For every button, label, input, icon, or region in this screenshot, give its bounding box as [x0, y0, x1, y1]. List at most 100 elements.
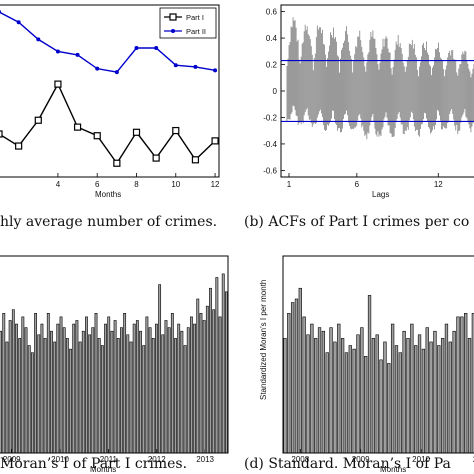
panel-bar	[174, 338, 177, 454]
panel-d-xlabel: Months	[380, 465, 406, 474]
panel-bar	[164, 320, 168, 454]
panel-bar	[167, 327, 171, 454]
panel-bar	[429, 341, 433, 454]
panel-bar	[180, 330, 184, 454]
panel-a-point-part-ii	[55, 49, 60, 54]
panel-bar	[364, 355, 368, 454]
panel-bar	[467, 338, 472, 454]
panel-bar	[283, 338, 287, 454]
panel-b-ytick-label: -0.2	[263, 113, 277, 122]
panel-b-acf-chart: 0.6 0.4 0.2 0 -0.2 -0.4 -0.6 1 6 12 Lags (b) ACFs…	[244, 4, 474, 230]
panel-bar	[317, 327, 322, 454]
panel-bar	[113, 320, 117, 454]
panel-bar	[444, 323, 449, 454]
panel-bar	[72, 323, 76, 454]
panel-bar	[15, 323, 18, 454]
panel-a-point-part-ii	[0, 10, 1, 14]
panel-bar	[24, 327, 28, 454]
panel-bar	[340, 338, 345, 454]
legend-marker-part-ii	[171, 29, 175, 33]
panel-bar	[321, 330, 326, 454]
panel-d-ylabel: Standardized Moran’s I per month	[259, 280, 268, 400]
panel-b-xtick-label: 12	[434, 180, 443, 189]
panel-bar	[298, 287, 302, 454]
panel-bar	[371, 338, 376, 454]
panel-bar	[126, 334, 130, 454]
panel-d-axes-frame	[282, 255, 474, 454]
legend-label-part-ii: Part II	[186, 27, 206, 36]
panel-bar	[375, 334, 379, 454]
panel-d-caption: (d) Standard. Moran’s I of Pa	[244, 456, 451, 472]
panel-bar	[135, 320, 139, 454]
panel-a-point-part-i	[211, 137, 219, 145]
panel-b-ytick-label: -0.6	[263, 166, 277, 175]
panel-bar	[5, 341, 9, 454]
panel-bar	[158, 284, 162, 454]
panel-bar	[142, 345, 146, 454]
panel-bar	[183, 345, 187, 454]
panel-b-xtick-label: 1	[287, 180, 292, 189]
panel-bar	[440, 338, 445, 454]
panel-bar	[177, 323, 181, 454]
panel-bar	[383, 341, 387, 454]
panel-a-series-line	[0, 11, 216, 73]
panel-bar	[91, 327, 95, 454]
panel-bar	[433, 330, 437, 454]
panel-bar	[85, 316, 88, 454]
panel-a-xtick-label: 12	[211, 180, 220, 189]
panel-a-point-part-i	[113, 159, 121, 167]
panel-bar	[193, 323, 197, 454]
panel-a-point-part-ii	[114, 70, 119, 75]
panel-bar	[0, 330, 3, 454]
panel-bar	[151, 338, 155, 454]
panel-b-ytick-label: 0.2	[266, 61, 278, 70]
panel-bar	[410, 323, 414, 454]
panel-bar	[337, 323, 341, 454]
panel-bar	[398, 352, 402, 454]
panel-bar	[30, 352, 34, 454]
panel-bar	[202, 320, 206, 454]
panel-bar	[78, 341, 82, 454]
panel-bar	[50, 330, 53, 454]
panel-bar	[81, 330, 85, 454]
panel-bar	[356, 334, 360, 454]
panel-bar	[88, 334, 92, 454]
panel-bar	[344, 352, 349, 454]
panel-a-point-part-i	[132, 128, 141, 136]
panel-bar	[123, 313, 127, 454]
panel-bar	[2, 313, 6, 454]
panel-bar	[155, 323, 158, 454]
panel-bar	[53, 341, 57, 454]
panel-bar	[456, 316, 460, 454]
panel-bar	[148, 327, 152, 454]
panel-a-xtick-label: 4	[56, 180, 61, 189]
panel-bar	[325, 352, 329, 454]
panel-a-point-part-i	[152, 154, 160, 162]
panel-bar	[218, 316, 222, 454]
panel-a-point-part-ii	[16, 20, 21, 25]
panel-bar	[129, 341, 133, 454]
panel-xtick-label: 2011	[473, 455, 474, 464]
panel-bar	[302, 316, 306, 454]
panel-a-point-part-i	[172, 126, 180, 135]
panel-bar	[367, 295, 372, 454]
panel-bar	[56, 323, 60, 454]
panel-bar	[43, 338, 47, 454]
panel-c-axes-frame	[0, 255, 229, 454]
panel-a-point-part-i	[0, 130, 3, 138]
panel-bar	[161, 334, 165, 454]
panel-bar	[8, 320, 12, 454]
panel-a-axes-frame	[0, 4, 220, 178]
panel-bar	[387, 363, 391, 454]
panel-bar	[212, 309, 216, 454]
panel-bar	[120, 327, 123, 454]
panel-bar	[190, 316, 193, 454]
panel-bar	[209, 287, 212, 454]
panel-bar	[37, 334, 41, 454]
panel-b-ytick-label: -0.4	[263, 140, 277, 149]
panel-xtick-label: 2013	[196, 455, 214, 464]
panel-bar	[221, 273, 225, 454]
panel-xtick-label: 2012	[148, 455, 166, 464]
legend-label-part-i: Part I	[186, 13, 204, 22]
